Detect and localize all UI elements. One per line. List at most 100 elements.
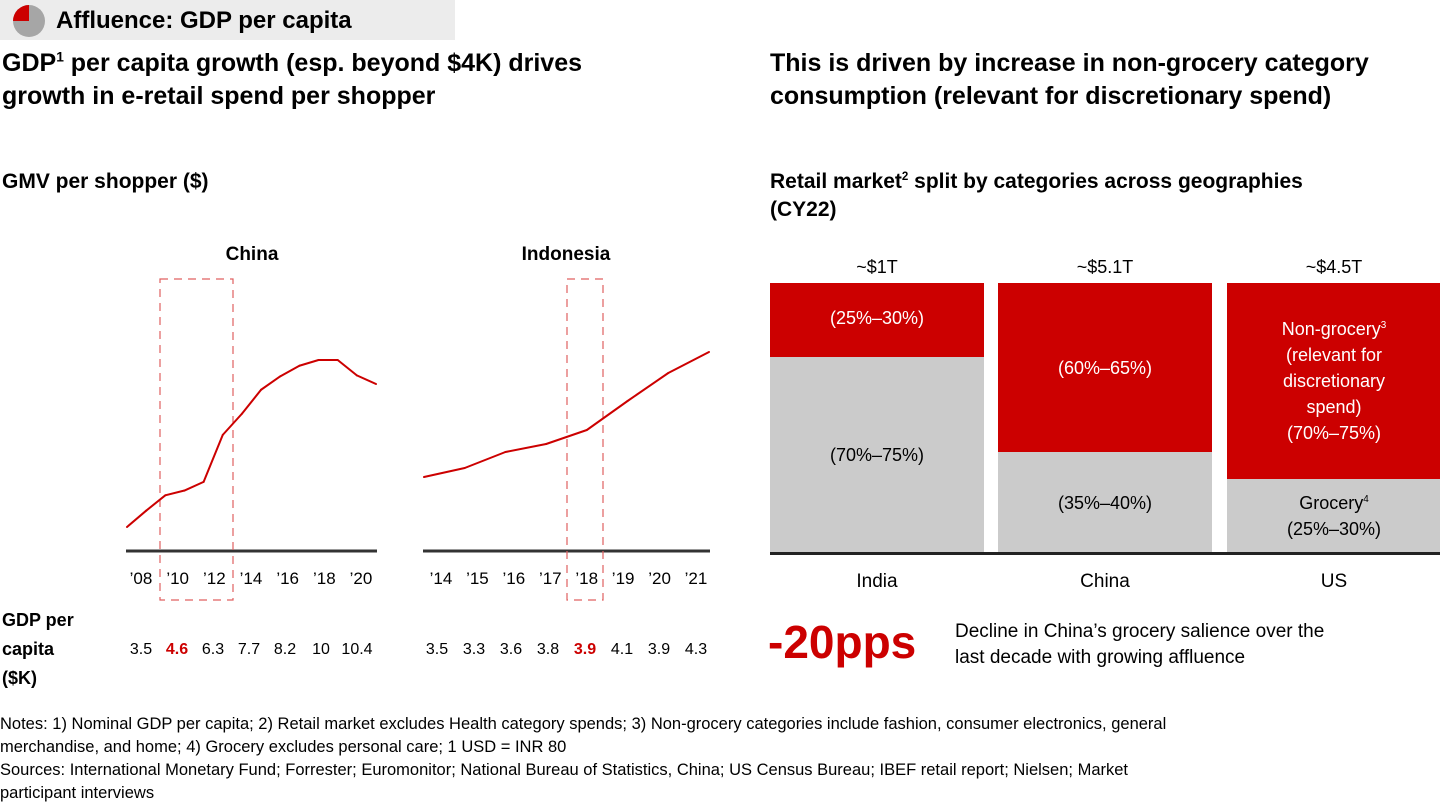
data-line-segment — [126, 509, 148, 528]
bar-segment-non-grocery: Non-grocery3 (relevant for discretionary sp… — [1227, 283, 1440, 479]
data-line-segment — [221, 412, 243, 436]
segment-value-label: (35%–40%) — [1057, 492, 1153, 513]
data-line-segment — [183, 480, 205, 492]
data-line-segment — [667, 351, 710, 374]
caption-line: discretionary — [1282, 371, 1386, 391]
indonesia-line-chart — [423, 278, 710, 601]
x-tick-label: ’14 — [239, 569, 263, 588]
caption-line: (relevant for — [1285, 345, 1383, 365]
data-line-segment — [336, 359, 358, 377]
gdp-row-label: GDP per capita ($K) — [2, 606, 74, 693]
subhead-post: split by categories across geographies — [908, 170, 1303, 193]
market-size-label: ~$5.1T — [1076, 257, 1134, 277]
x-tick-label: ’19 — [611, 569, 635, 588]
gdp-label-line: capita — [2, 639, 55, 659]
data-line-segment — [423, 467, 466, 478]
headline-gdp: GDP — [2, 49, 57, 77]
data-line-segment — [355, 374, 377, 385]
line-charts-svg — [126, 278, 710, 601]
gdp-value: 3.3 — [462, 641, 486, 658]
footnotes: Notes: 1) Nominal GDP per capita; 2) Ret… — [0, 713, 1430, 805]
footnote-ref: 4 — [1363, 494, 1369, 506]
gdp-value: 4.6 — [165, 641, 189, 658]
subhead-line2: (CY22) — [770, 198, 837, 221]
headline-line2: consumption (relevant for discretionary … — [770, 82, 1332, 110]
data-line-segment — [164, 489, 186, 497]
x-tick-label: ’15 — [466, 569, 489, 588]
data-line-segment — [585, 400, 629, 431]
x-tick-label: ’21 — [684, 569, 708, 588]
x-tick-label: ’14 — [429, 569, 453, 588]
footnote-ref: 2 — [901, 170, 909, 183]
sources-line: participant interviews — [0, 784, 155, 802]
quarter-pie-icon — [12, 4, 46, 43]
gdp-value: 7.7 — [237, 641, 261, 658]
bar-segment-grocery: (70%–75%) — [770, 357, 984, 553]
data-line-segment — [298, 359, 320, 367]
left-headline: GDP1 per capita growth (esp. beyond $4K)… — [2, 47, 722, 113]
headline-line1: This is driven by increase in non-grocer… — [770, 49, 1369, 77]
data-line-segment — [240, 388, 263, 415]
sources-line: Sources: International Monetary Fund; Fo… — [0, 761, 1129, 779]
right-subhead: Retail market2 split by categories acros… — [770, 168, 1430, 224]
data-line-segment — [202, 433, 224, 483]
gdp-value: 10 — [312, 641, 330, 658]
stat-desc-line: last decade with growing affluence — [955, 647, 1246, 668]
x-tick-label: ’17 — [538, 569, 562, 588]
category-label: India — [856, 571, 898, 592]
x-tick-label: ’10 — [166, 569, 189, 588]
segment-value-label: (70%–75%) — [1286, 423, 1382, 443]
notes-line: merchandise, and home; 4) Grocery exclud… — [0, 738, 567, 756]
x-tick-label: ’20 — [349, 569, 373, 588]
stat-desc-line: Decline in China’s grocery salience over… — [955, 621, 1325, 642]
gdp-value: 6.3 — [201, 641, 225, 658]
segment-value-label: (25%–30%) — [829, 308, 925, 328]
bar-baseline — [770, 552, 1440, 555]
segment-value-label: (60%–65%) — [1057, 357, 1153, 378]
gdp-label-line: GDP per — [2, 610, 74, 630]
data-line-segment — [279, 364, 301, 378]
data-line-segment — [145, 494, 167, 512]
category-label: China — [1080, 571, 1130, 592]
section-banner — [0, 0, 455, 40]
caption-line: Non-grocery3 — [1281, 319, 1387, 339]
non-grocery-caption: Non-grocery3 (relevant for discretionary sp… — [1282, 316, 1387, 446]
subhead-pre: Retail market — [770, 170, 902, 193]
gdp-value: 3.5 — [129, 641, 153, 658]
gdp-value: 4.3 — [684, 641, 708, 658]
footnote-ref: 3 — [1380, 320, 1387, 332]
data-line-segment — [504, 443, 548, 453]
data-line-segment — [463, 451, 507, 469]
left-subhead: GMV per shopper ($) — [2, 170, 209, 193]
highlight-dashed-box — [566, 278, 604, 601]
right-headline: This is driven by increase in non-grocer… — [770, 47, 1440, 113]
x-tick-label: ’12 — [202, 569, 226, 588]
grocery-caption: Grocery4 (25%–30%) — [1287, 490, 1381, 542]
market-size-label: ~$1T — [856, 257, 898, 277]
x-tick-label: ’16 — [502, 569, 526, 588]
segment-value-label: (25%–30%) — [1286, 519, 1382, 539]
data-line-segment — [626, 372, 670, 402]
gdp-value: 3.5 — [425, 641, 449, 658]
china-line-chart — [126, 278, 377, 601]
x-tick-label: ’16 — [276, 569, 299, 588]
china-chart-title: China — [225, 244, 279, 265]
indonesia-chart-title: Indonesia — [521, 244, 611, 265]
gdp-label-line: ($K) — [2, 668, 37, 688]
bar-segment-grocery: Grocery4 (25%–30%) — [1227, 479, 1440, 553]
bar-segment-grocery: (35%–40%) — [998, 452, 1212, 553]
bar-segment-non-grocery: (60%–65%) — [998, 283, 1212, 452]
category-label: US — [1320, 571, 1348, 592]
gdp-value: 8.2 — [273, 641, 297, 658]
data-line-segment — [545, 429, 588, 445]
x-tick-label: ’18 — [575, 569, 599, 588]
caption-line: Grocery4 — [1299, 493, 1369, 513]
stat-description: Decline in China’s grocery salience over… — [955, 619, 1425, 671]
x-tick-label: ’08 — [129, 569, 153, 588]
gdp-value: 3.9 — [573, 641, 597, 658]
headline-line2: growth in e-retail spend per shopper — [2, 82, 436, 110]
gdp-value: 3.9 — [647, 641, 671, 658]
banner-title: Affluence: GDP per capita — [56, 7, 352, 34]
gdp-value: 3.6 — [499, 641, 523, 658]
footnote-ref: 1 — [56, 49, 64, 65]
